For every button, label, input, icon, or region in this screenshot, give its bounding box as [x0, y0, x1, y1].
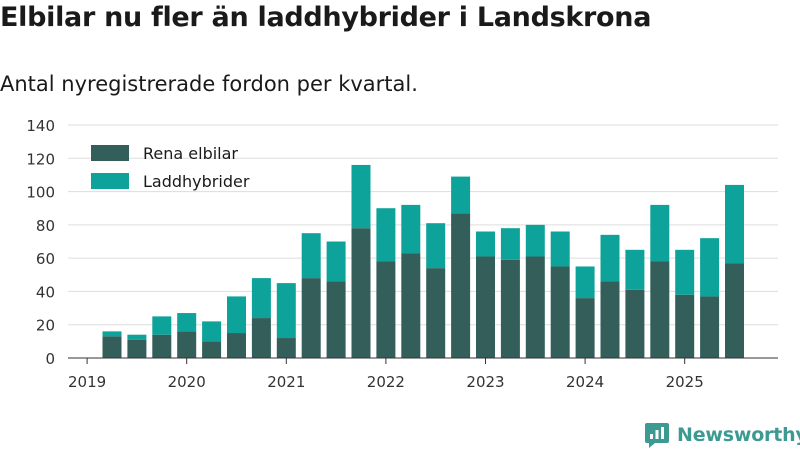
- x-tick-label: 2024: [566, 373, 604, 391]
- newsworthy-logo-text: Newsworthy: [677, 424, 800, 446]
- bar-laddhybrider: [451, 176, 471, 214]
- y-tick-label: 60: [36, 250, 55, 268]
- bar-rena-elbilar: [700, 296, 720, 358]
- bar-rena-elbilar: [426, 268, 446, 358]
- bar-laddhybrider: [326, 241, 346, 282]
- bar-laddhybrider: [177, 313, 197, 332]
- bar-rena-elbilar: [625, 289, 645, 358]
- bar-rena-elbilar: [326, 281, 346, 358]
- bar-rena-elbilar: [301, 278, 321, 358]
- chart-subtitle: Antal nyregistrerade fordon per kvartal.: [0, 72, 418, 96]
- bar-laddhybrider: [725, 184, 744, 264]
- bar-rena-elbilar: [127, 339, 147, 358]
- y-axis-ticks: 0 20 40 60 80 100 120 140: [26, 117, 55, 368]
- bar-laddhybrider: [102, 331, 122, 337]
- bar-laddhybrider: [202, 321, 222, 342]
- y-tick-label: 100: [26, 184, 55, 202]
- bar-laddhybrider: [550, 231, 570, 267]
- legend-swatch-laddhybrider: [91, 173, 129, 189]
- y-tick-label: 120: [26, 150, 55, 168]
- x-tick-label: 2020: [168, 373, 206, 391]
- bar-laddhybrider: [476, 231, 495, 257]
- chart-title: Elbilar nu fler än laddhybrider i Landsk…: [0, 2, 652, 33]
- bar-rena-elbilar: [500, 259, 520, 358]
- bar-rena-elbilar: [675, 294, 695, 358]
- y-tick-label: 40: [36, 283, 55, 301]
- bar-rena-elbilar: [525, 256, 545, 358]
- bar-rena-elbilar: [276, 338, 296, 358]
- bar-rena-elbilar: [251, 318, 271, 358]
- bar-rena-elbilar: [102, 336, 122, 358]
- bar-laddhybrider: [650, 204, 670, 262]
- bar-rena-elbilar: [725, 263, 744, 358]
- bar-laddhybrider: [301, 233, 321, 279]
- legend-label: Laddhybrider: [143, 172, 250, 191]
- bar-rena-elbilar: [550, 266, 570, 358]
- bar-laddhybrider: [525, 224, 545, 257]
- x-tick-label: 2022: [367, 373, 405, 391]
- x-tick-label: 2021: [267, 373, 305, 391]
- x-axis-ticks: 2019 2020 2021 2022 2023 2024 2025: [68, 358, 704, 391]
- bar-laddhybrider: [575, 266, 595, 299]
- x-tick-label: 2025: [666, 373, 704, 391]
- newsworthy-logo-icon: [645, 423, 669, 448]
- legend: Rena elbilar Laddhybrider: [91, 144, 250, 191]
- bar-rena-elbilar: [376, 261, 396, 358]
- bar-rena-elbilar: [227, 333, 246, 358]
- bar-rena-elbilar: [351, 228, 371, 358]
- bar-laddhybrider: [351, 164, 371, 229]
- bar-laddhybrider: [600, 234, 620, 282]
- bar-laddhybrider: [401, 204, 421, 254]
- x-tick-label: 2019: [68, 373, 106, 391]
- bar-laddhybrider: [276, 283, 296, 339]
- newsworthy-logo: Newsworthy: [644, 420, 800, 450]
- bar-rena-elbilar: [401, 253, 421, 358]
- bar-rena-elbilar: [476, 256, 495, 358]
- y-tick-label: 20: [36, 317, 55, 335]
- y-tick-label: 0: [45, 350, 55, 368]
- bar-rena-elbilar: [152, 334, 172, 358]
- bar-rena-elbilar: [451, 213, 471, 358]
- bar-rena-elbilar: [177, 331, 197, 358]
- y-tick-label: 80: [36, 217, 55, 235]
- bar-rena-elbilar: [202, 341, 222, 358]
- y-tick-label: 140: [26, 117, 55, 135]
- legend-swatch-rena-elbilar: [91, 145, 129, 161]
- bar-laddhybrider: [227, 296, 246, 334]
- bar-laddhybrider: [675, 249, 695, 295]
- legend-label: Rena elbilar: [143, 144, 238, 163]
- bar-rena-elbilar: [650, 261, 670, 358]
- bar-laddhybrider: [127, 334, 147, 340]
- bar-laddhybrider: [251, 278, 271, 319]
- bar-rena-elbilar: [575, 298, 595, 358]
- x-tick-label: 2023: [466, 373, 504, 391]
- bar-laddhybrider: [426, 223, 446, 269]
- bar-laddhybrider: [625, 249, 645, 290]
- bar-laddhybrider: [376, 208, 396, 262]
- bar-rena-elbilar: [600, 281, 620, 358]
- bar-laddhybrider: [152, 316, 172, 335]
- bars: [102, 164, 744, 358]
- bar-laddhybrider: [700, 238, 720, 297]
- bar-laddhybrider: [500, 228, 520, 260]
